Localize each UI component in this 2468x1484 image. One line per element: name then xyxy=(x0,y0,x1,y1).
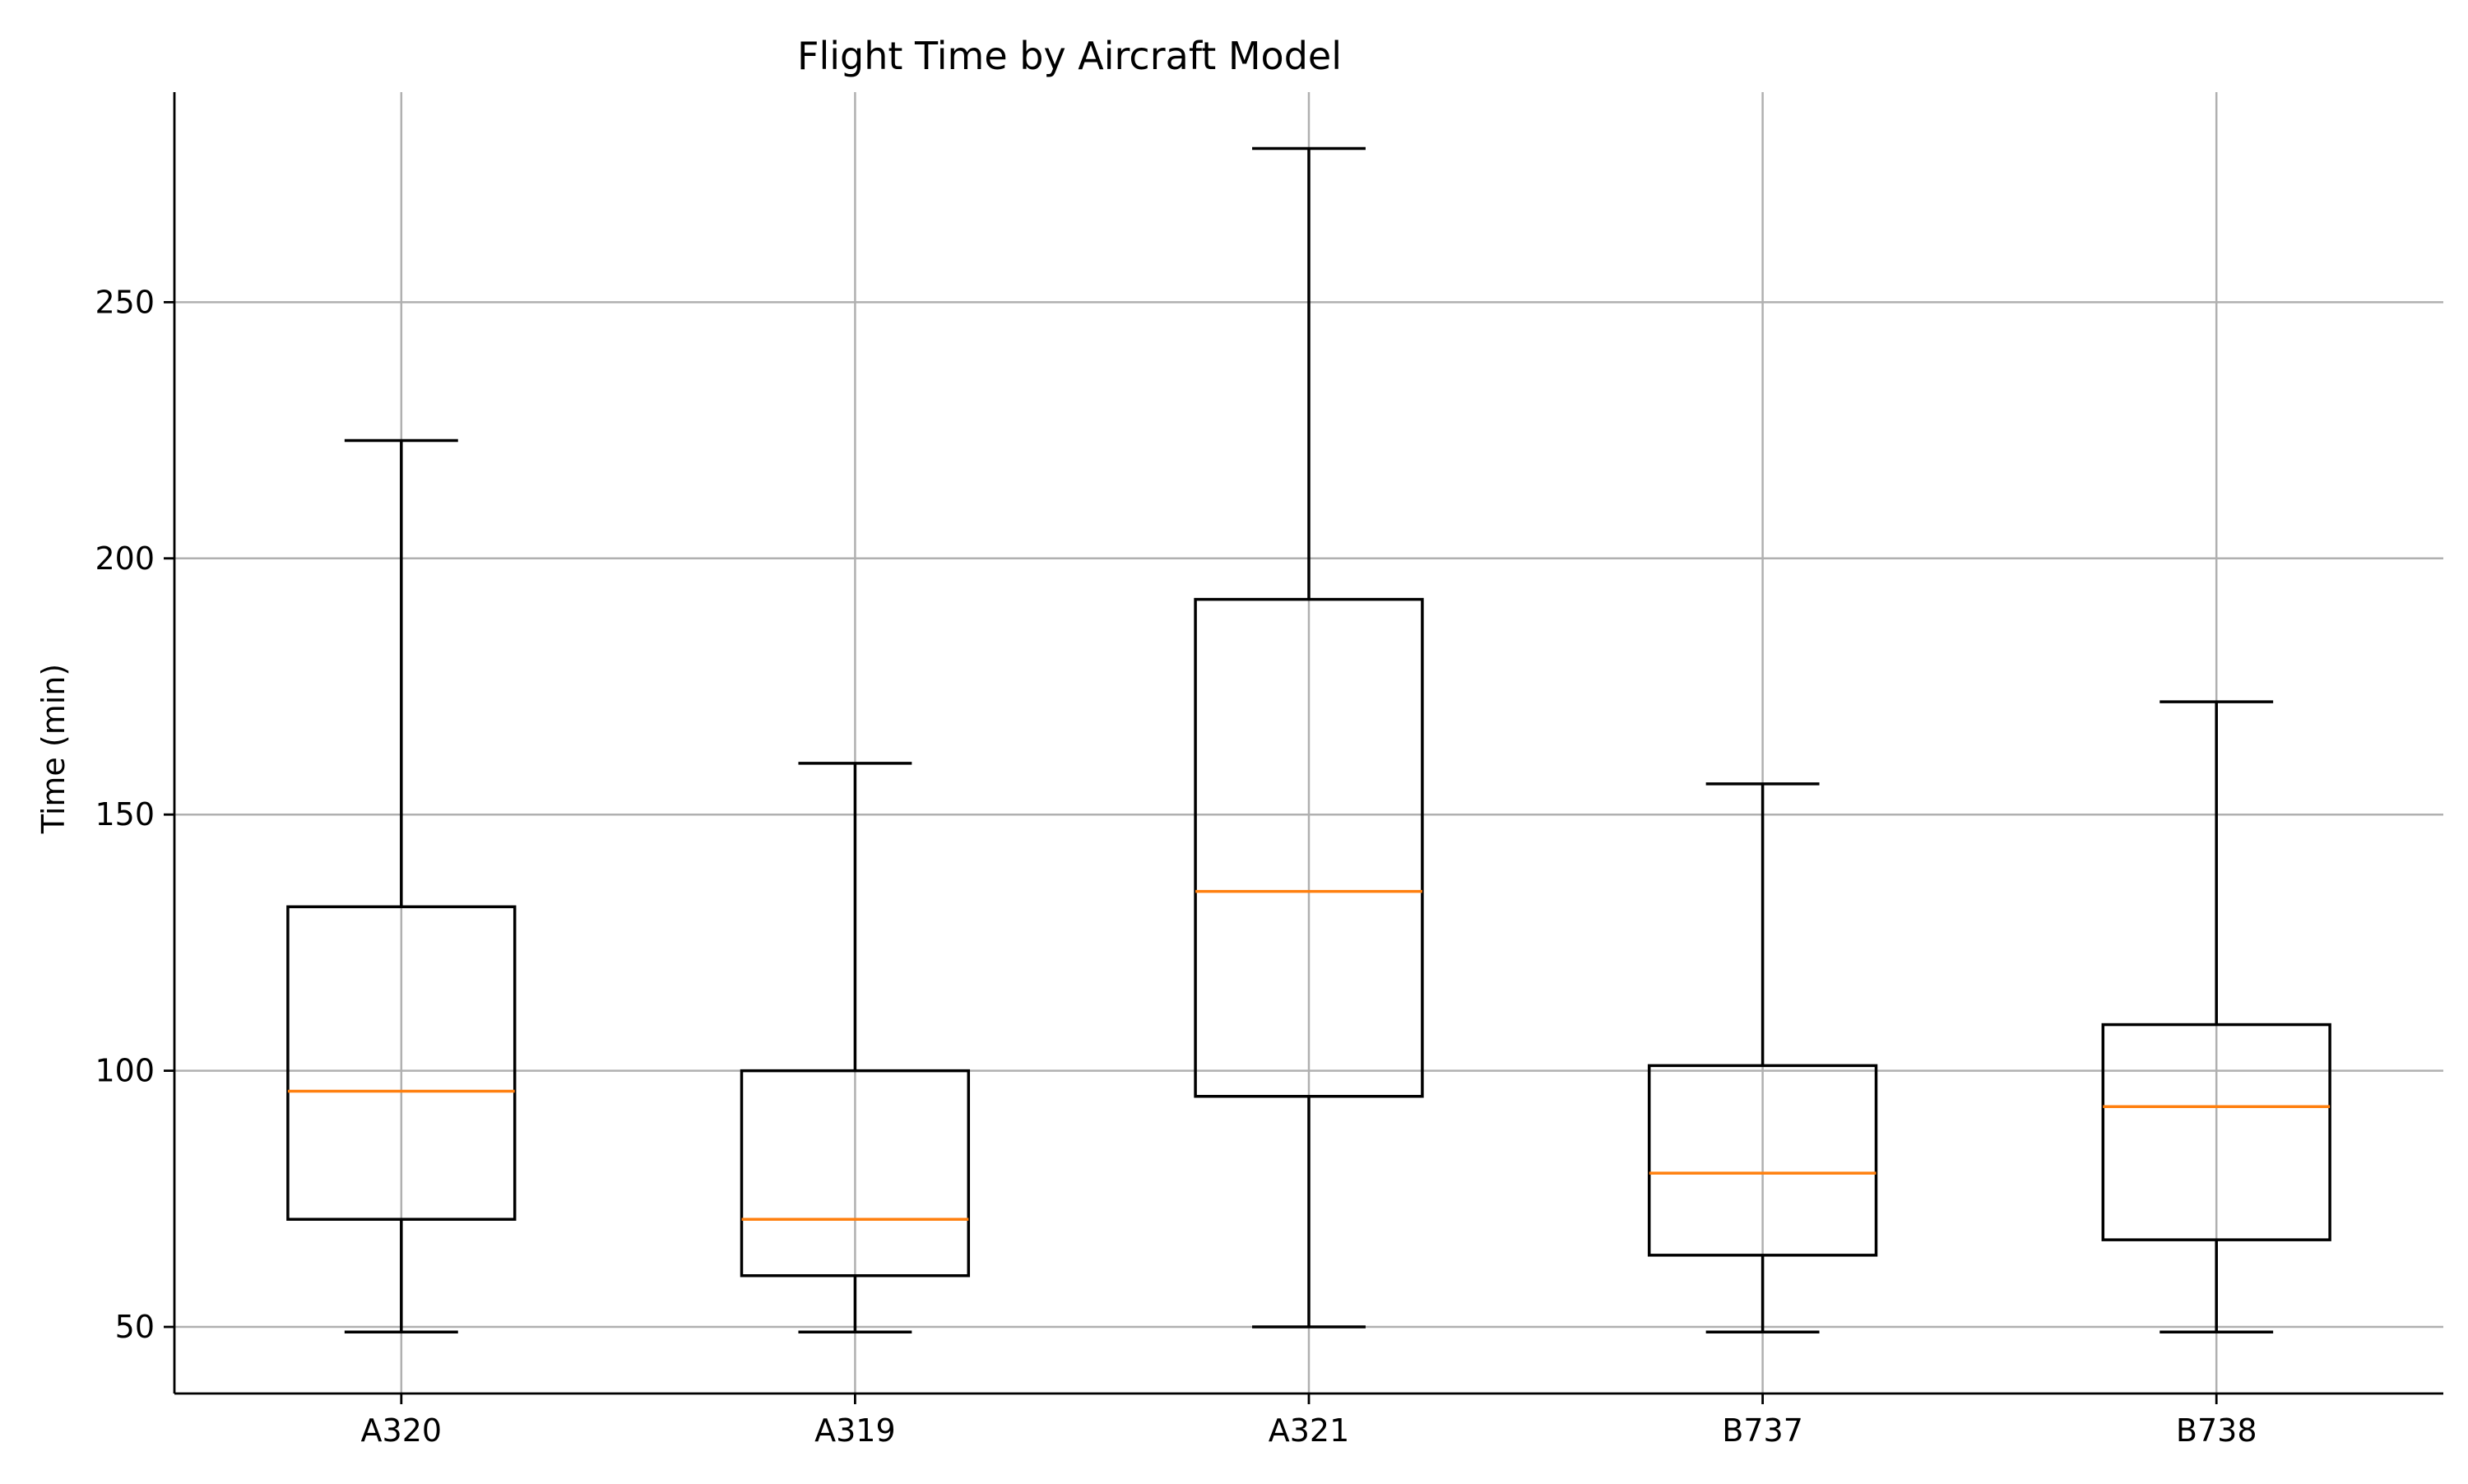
axis-layer: 50 100 150 200 250 A320 A319 A321 B737 B738 xyxy=(95,92,2443,1449)
x-tick-label: A319 xyxy=(814,1412,896,1449)
y-tick-label: 250 xyxy=(95,284,155,320)
iqr-box xyxy=(1194,597,1424,1098)
iqr-box xyxy=(286,905,517,1221)
x-tick-label: B737 xyxy=(1722,1412,1803,1449)
x-tick-label: A320 xyxy=(361,1412,443,1449)
box-a320 xyxy=(286,438,517,1334)
y-tick-label: 100 xyxy=(95,1053,155,1089)
y-axis-label: Time (min) xyxy=(35,664,72,834)
iqr-box xyxy=(740,1069,971,1278)
y-tick-label: 50 xyxy=(115,1309,155,1345)
y-tick-label: 150 xyxy=(95,796,155,832)
y-tick-label: 200 xyxy=(95,540,155,577)
iqr-box xyxy=(1647,1064,1878,1257)
box-layer xyxy=(286,146,2331,1334)
chart-title: Flight Time by Aircraft Model xyxy=(797,34,1342,78)
x-tick-label: A321 xyxy=(1269,1412,1350,1449)
x-tick-label: B738 xyxy=(2176,1412,2257,1449)
box-a321 xyxy=(1194,146,1424,1329)
box-b738 xyxy=(2101,700,2331,1334)
box-b737 xyxy=(1647,782,1878,1334)
iqr-box xyxy=(2101,1023,2331,1241)
box-a319 xyxy=(740,762,971,1334)
